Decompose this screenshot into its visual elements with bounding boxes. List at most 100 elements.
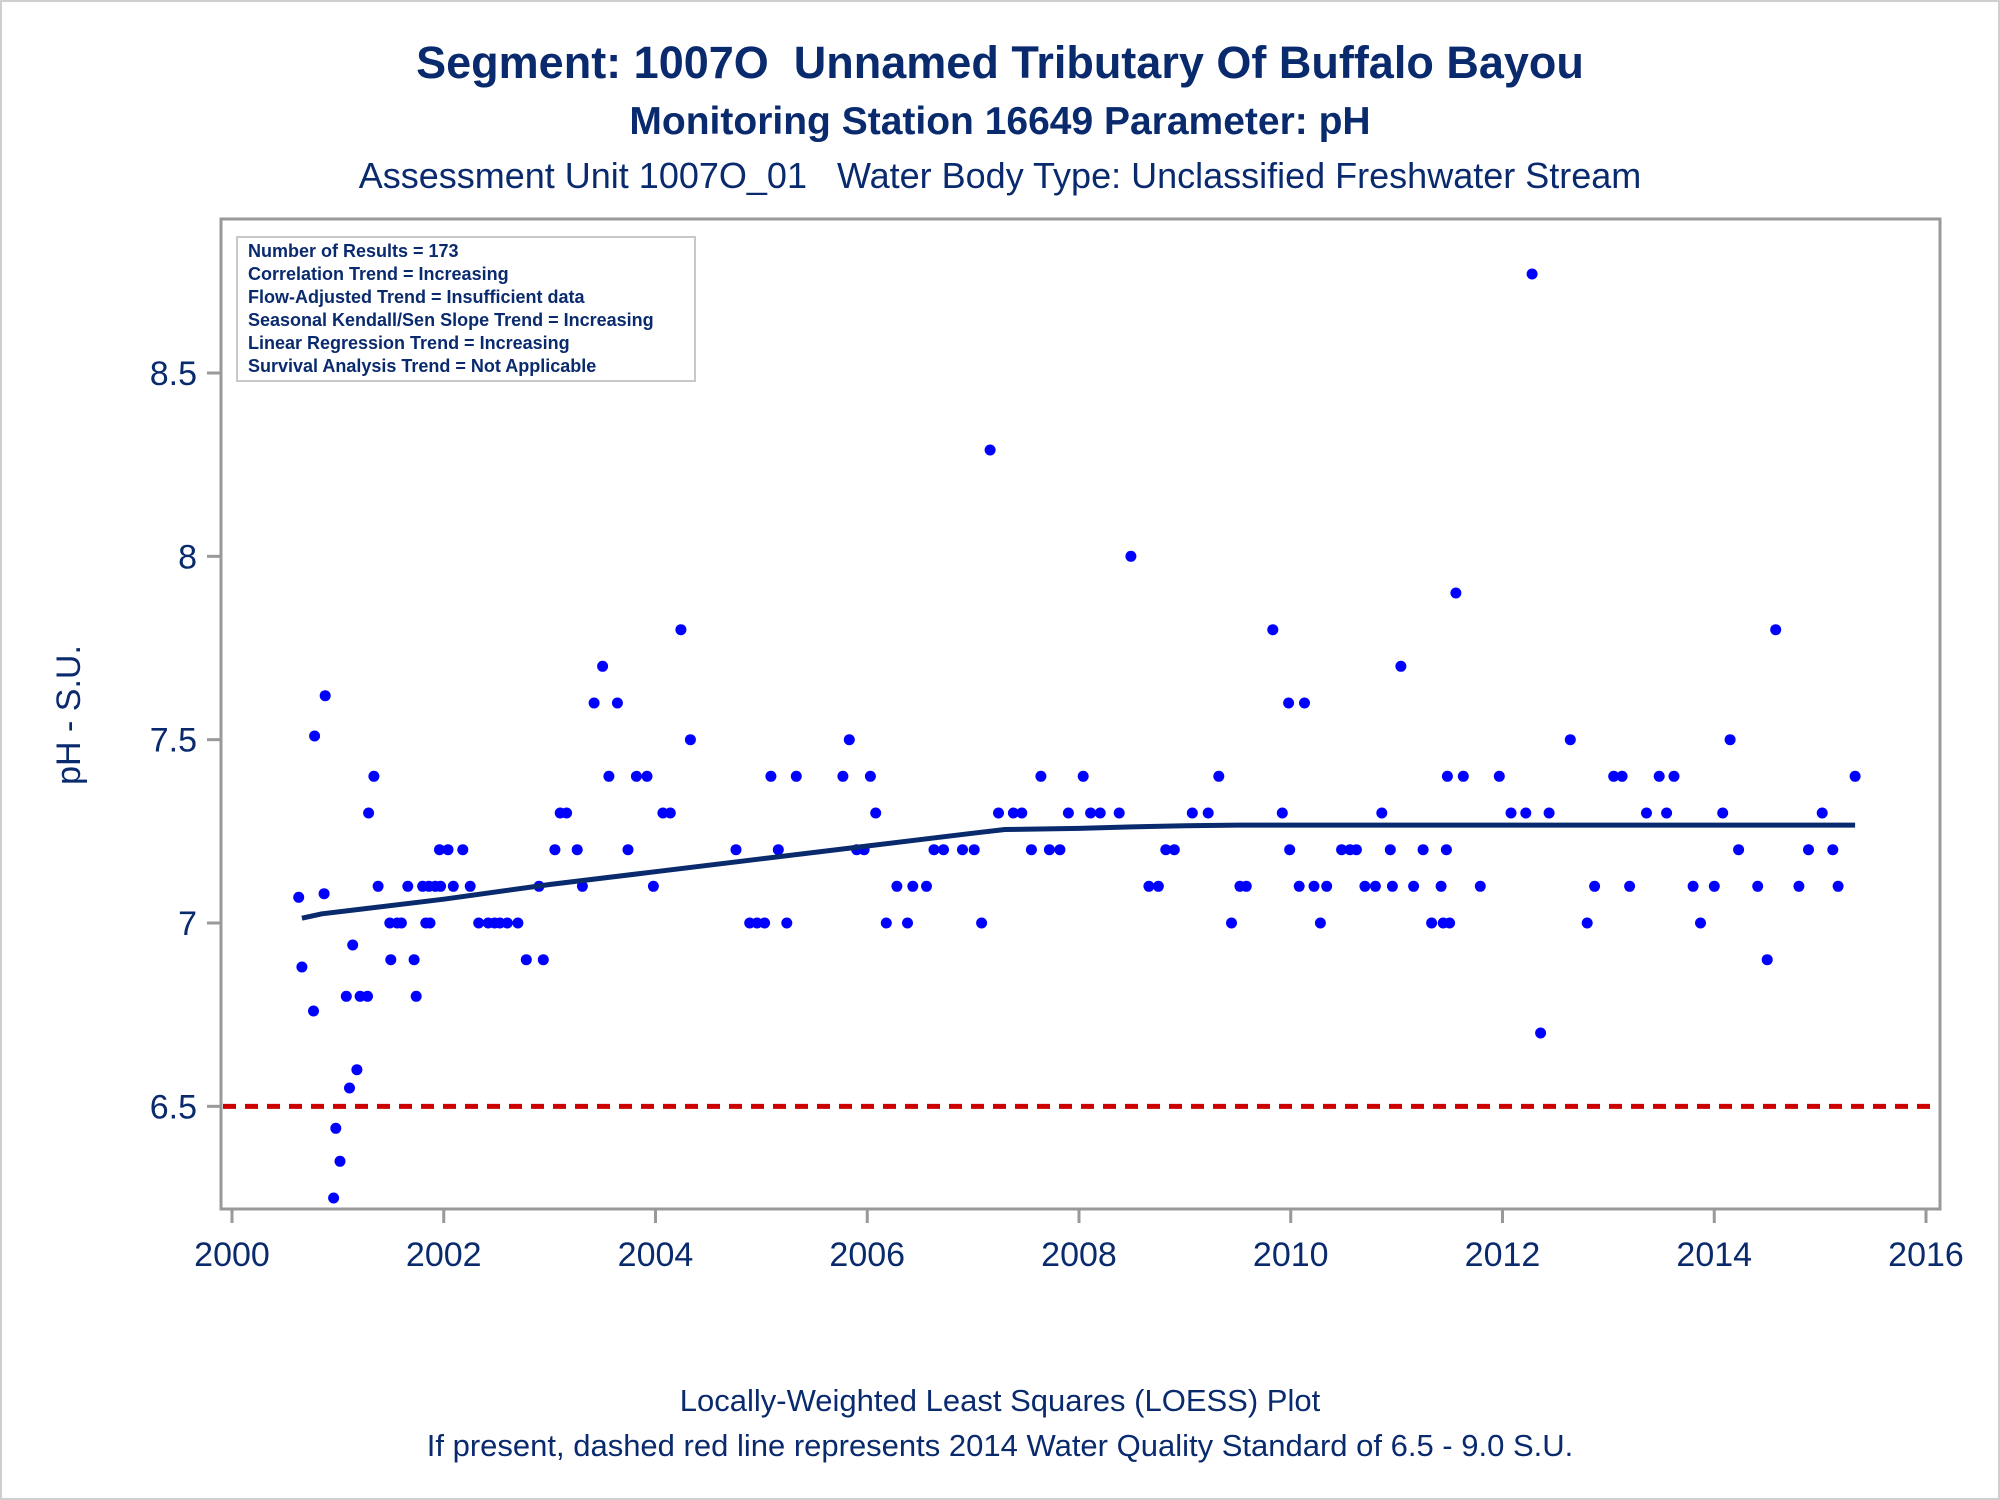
data-point [1035, 770, 1047, 782]
data-point [340, 990, 352, 1002]
data-point [781, 917, 793, 929]
x-tick-label: 2006 [829, 1236, 905, 1274]
stat-number-of-results: Number of Results = 173 [248, 241, 459, 261]
data-point [1520, 807, 1532, 819]
y-tick-label: 6.5 [150, 1088, 197, 1126]
data-point [1661, 807, 1673, 819]
data-point [675, 624, 687, 636]
data-point [603, 770, 615, 782]
x-tick-label: 2002 [406, 1236, 482, 1274]
data-point [1016, 807, 1028, 819]
chart-subtitle-2: Assessment Unit 1007O_01 Water Body Type… [358, 155, 1642, 196]
footnote-2: If present, dashed red line represents 2… [426, 1428, 1574, 1463]
data-point [772, 844, 784, 856]
data-point [907, 880, 919, 892]
data-point [684, 734, 696, 746]
data-point [1708, 880, 1720, 892]
data-point [1444, 917, 1456, 929]
data-point [765, 770, 777, 782]
data-point [363, 807, 375, 819]
data-point [1505, 807, 1517, 819]
data-point [1695, 917, 1706, 929]
data-point [435, 880, 447, 892]
data-point [902, 917, 913, 929]
data-point [891, 880, 903, 892]
data-point [1761, 954, 1773, 966]
data-point [1202, 807, 1214, 819]
data-point [976, 917, 988, 929]
data-point [1441, 770, 1453, 782]
data-point [1493, 770, 1505, 782]
data-point [1395, 660, 1407, 672]
data-point [1793, 880, 1805, 892]
data-point [1043, 844, 1055, 856]
stat-survival-analysis-trend: Survival Analysis Trend = Not Applicable [248, 356, 597, 376]
y-tick-label: 7 [178, 905, 197, 943]
data-point [473, 917, 485, 929]
data-point [1308, 880, 1320, 892]
data-point [790, 770, 802, 782]
data-point [928, 844, 940, 856]
data-point [622, 844, 634, 856]
data-point [309, 730, 321, 742]
data-point [1168, 844, 1180, 856]
data-point [1125, 550, 1137, 562]
data-point [347, 939, 359, 951]
x-tick-label: 2016 [1888, 1236, 1964, 1274]
data-point [1369, 880, 1381, 892]
data-point [571, 844, 583, 856]
x-tick-label: 2000 [194, 1236, 270, 1274]
y-tick-label: 7.5 [150, 722, 197, 760]
data-point [330, 1122, 342, 1134]
data-point [1160, 844, 1172, 856]
data-point [512, 917, 524, 929]
stat-flow-adjusted-trend: Flow-Adjusted Trend = Insufficient data [248, 287, 585, 307]
data-point [410, 990, 422, 1002]
data-point [1054, 844, 1066, 856]
data-point [1267, 624, 1279, 636]
data-point [921, 880, 932, 892]
data-point [1849, 770, 1861, 782]
data-point [1299, 697, 1310, 709]
data-point [1094, 807, 1106, 819]
data-point [1803, 844, 1814, 856]
data-point [1384, 844, 1396, 856]
data-point [1314, 917, 1326, 929]
data-point [880, 917, 892, 929]
data-point [1543, 807, 1555, 819]
data-point [464, 880, 476, 892]
data-point [395, 917, 407, 929]
data-point [308, 1005, 319, 1017]
chart-title: Segment: 1007O Unnamed Tributary Of Buff… [416, 37, 1584, 88]
data-point [984, 444, 996, 456]
stat-correlation-trend: Correlation Trend = Increasing [248, 264, 509, 284]
data-point [1624, 880, 1636, 892]
data-point [647, 880, 659, 892]
data-point [1832, 880, 1844, 892]
data-point [1226, 917, 1237, 929]
data-point [1143, 880, 1155, 892]
data-point [1062, 807, 1074, 819]
data-point [1440, 844, 1452, 856]
data-point [318, 888, 330, 900]
data-point [1336, 844, 1348, 856]
data-point [424, 917, 436, 929]
data-point [1827, 844, 1839, 856]
data-point [864, 770, 876, 782]
data-point [372, 880, 384, 892]
data-point [362, 990, 373, 1002]
data-point [434, 844, 445, 856]
data-point [1653, 770, 1665, 782]
data-point [1408, 880, 1420, 892]
data-point [1724, 734, 1736, 746]
data-point [1276, 807, 1288, 819]
data-point [1213, 770, 1225, 782]
data-point [630, 770, 642, 782]
data-point [1417, 844, 1429, 856]
data-point [1386, 880, 1398, 892]
loess-curve [301, 822, 1856, 921]
data-point [1526, 268, 1538, 280]
data-point [1717, 807, 1729, 819]
data-point [293, 891, 305, 903]
data-points [293, 268, 1861, 1204]
